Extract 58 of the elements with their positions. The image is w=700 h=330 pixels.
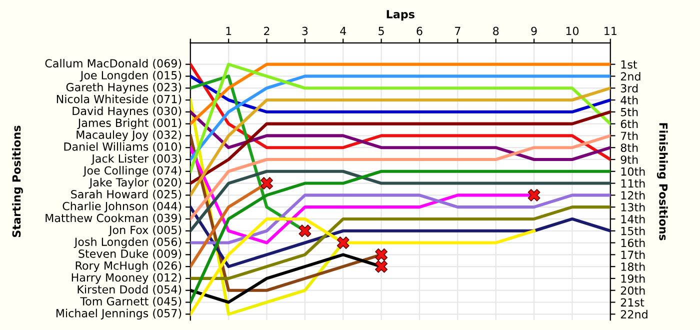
text: Tom Garnett (045) bbox=[80, 296, 182, 307]
y-axis-title: Finishing Positions bbox=[656, 123, 668, 240]
y-tick-label: 22nd bbox=[620, 310, 648, 319]
y-tick-label: 5th bbox=[620, 108, 638, 116]
y-tick-label: 15th bbox=[621, 226, 645, 236]
x-tick-label: 2 bbox=[264, 26, 270, 36]
x-tick-label: 6 bbox=[416, 26, 422, 36]
x-tick-label: 10 bbox=[566, 26, 579, 36]
text: Starting Positions bbox=[12, 126, 23, 238]
y-tick-label: 21st bbox=[620, 298, 644, 307]
text: Jon Fox (005) bbox=[108, 226, 182, 236]
text: Michael Jennings (057) bbox=[56, 308, 182, 320]
text: Nicola Whiteside (071) bbox=[56, 94, 182, 105]
x-tick-label: 4 bbox=[340, 26, 346, 36]
y-tick-label: 8th bbox=[620, 143, 638, 152]
y-tick-label: 7th bbox=[621, 131, 638, 140]
y-tick-label: 6th bbox=[620, 120, 638, 128]
text: Gareth Haynes (023) bbox=[66, 82, 182, 94]
text: Daniel Williams (010) bbox=[64, 142, 182, 152]
y-tick-label: 13th bbox=[621, 202, 645, 212]
text: Rory McHugh (026) bbox=[76, 261, 182, 272]
y-tick-label: 14th bbox=[621, 214, 645, 224]
y-tick-label: 4th bbox=[620, 96, 638, 104]
text: Charlie Johnson (044) bbox=[62, 202, 182, 212]
x-axis-title: Laps bbox=[386, 10, 414, 21]
x-tick-label: 1 bbox=[226, 26, 232, 36]
text: Steven Duke (009) bbox=[78, 249, 182, 260]
text: Matthew Cookman (039) bbox=[46, 214, 182, 224]
y-tick-label: 3rd bbox=[620, 84, 638, 92]
y-tick-label: 16th bbox=[621, 238, 645, 248]
y-tick-label: 1st bbox=[621, 60, 638, 69]
text: James Bright (001) bbox=[77, 118, 182, 130]
x-tick-label: 11 bbox=[604, 26, 616, 36]
text: Josh Longden (056) bbox=[74, 237, 182, 248]
x-tick-label: 9 bbox=[531, 26, 537, 36]
y-tick-label: 2nd bbox=[620, 72, 640, 81]
y-tick-label: 20th bbox=[620, 286, 645, 295]
text: Macauley Joy (032) bbox=[76, 130, 182, 142]
y-tick-label: 17th bbox=[621, 250, 645, 259]
text: Sarah Howard (025) bbox=[71, 190, 182, 200]
y-tick-label: 11th bbox=[621, 179, 645, 188]
y-tick-label: 10th bbox=[621, 167, 645, 176]
text: Joe Collinge (074) bbox=[82, 166, 182, 177]
text: Jack Lister (003) bbox=[91, 154, 182, 165]
x-tick-label: 8 bbox=[493, 26, 499, 36]
y-tick-label: 19th bbox=[621, 274, 645, 283]
x-tick-label: 3 bbox=[302, 26, 308, 36]
y-tick-label: 18th bbox=[621, 262, 645, 271]
y-tick-label: 12th bbox=[621, 190, 645, 200]
text: Joe Longden (015) bbox=[80, 70, 182, 82]
text: Callum MacDonald (069) bbox=[45, 58, 182, 69]
text: David Haynes (030) bbox=[72, 106, 182, 118]
y-tick-label: 9th bbox=[620, 155, 638, 164]
x-tick-label: 5 bbox=[378, 26, 384, 36]
text: Jake Taylor (020) bbox=[88, 178, 182, 189]
x-tick-label: 7 bbox=[455, 26, 460, 36]
text: Harry Mooney (012) bbox=[72, 273, 182, 284]
text: Kirsten Dodd (054) bbox=[78, 284, 182, 295]
